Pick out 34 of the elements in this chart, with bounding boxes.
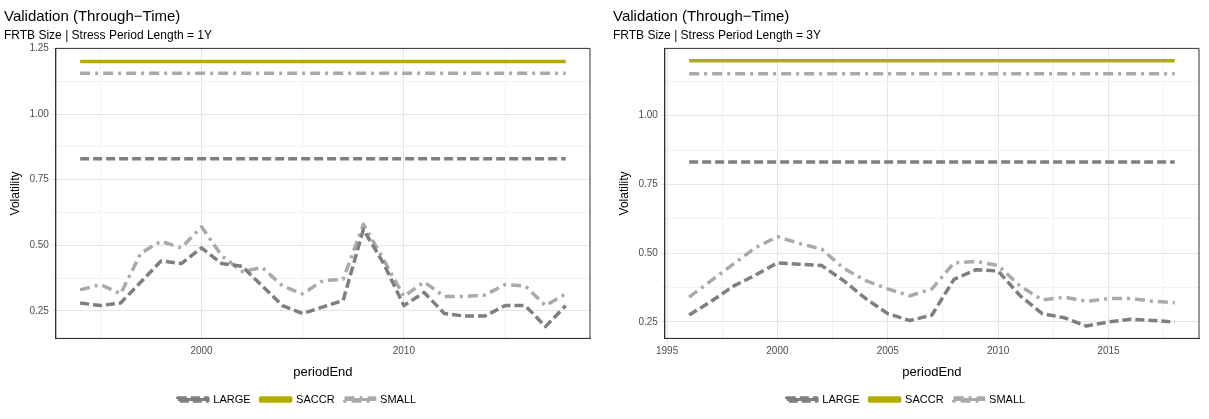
line-series xyxy=(687,261,1177,328)
x-tick-label: 2015 xyxy=(1097,345,1121,357)
x-tick-label: 2000 xyxy=(190,345,214,357)
y-tick-label: 1.00 xyxy=(29,107,50,119)
legend-label: SMALL xyxy=(989,392,1026,405)
x-tick-label: 2010 xyxy=(987,345,1010,357)
line-series xyxy=(687,234,1177,305)
x-tick-label: 1995 xyxy=(655,345,679,357)
legend-label: SMALL xyxy=(380,392,417,405)
y-tick-label: 1.25 xyxy=(29,42,50,54)
chart-subtitle: FRTB Size | Stress Period Length = 1Y xyxy=(4,27,212,42)
x-tick-label: 2010 xyxy=(392,345,416,357)
y-tick-label: 0.50 xyxy=(29,238,50,250)
chart-subtitle: FRTB Size | Stress Period Length = 3Y xyxy=(613,27,821,42)
legend-label: SACCR xyxy=(296,392,335,405)
y-tick-label: 1.00 xyxy=(638,109,659,121)
legend-label: LARGE xyxy=(213,392,251,405)
y-axis-title: Volatility xyxy=(616,171,631,216)
y-tick-label: 0.75 xyxy=(638,178,659,190)
x-axis-title: periodEnd xyxy=(293,363,353,379)
line-series xyxy=(78,227,568,329)
y-tick-label: 0.25 xyxy=(638,315,659,327)
x-axis-title: periodEnd xyxy=(902,363,962,379)
x-tick-label: 2000 xyxy=(766,345,789,357)
y-tick-label: 0.25 xyxy=(29,304,50,316)
legend-label: LARGE xyxy=(822,392,860,405)
chart-title: Validation (Through−Time) xyxy=(4,7,181,25)
y-tick-label: 0.50 xyxy=(638,246,659,258)
x-tick-label: 2005 xyxy=(876,345,900,357)
chart-title: Validation (Through−Time) xyxy=(613,7,790,25)
y-tick-label: 0.75 xyxy=(29,173,50,185)
legend-label: SACCR xyxy=(905,392,944,405)
y-axis-title: Volatility xyxy=(7,171,22,216)
line-series xyxy=(78,222,568,308)
